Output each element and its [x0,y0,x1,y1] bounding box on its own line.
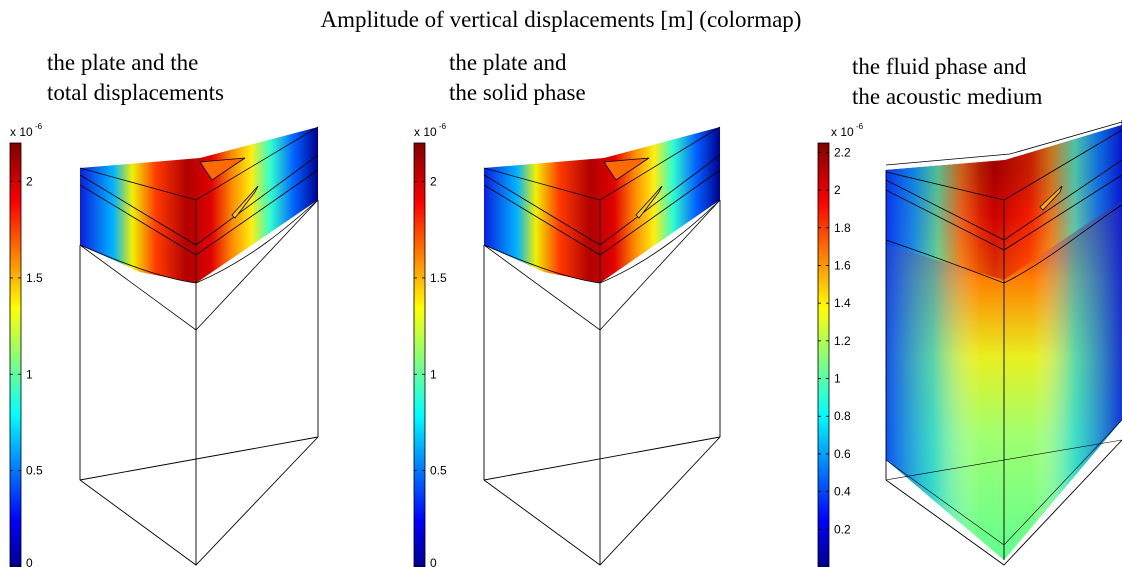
colorbar-tick-label: 0 [430,556,437,567]
plate-surface-2 [484,127,720,283]
colorbar-3: x 10 -6 2.2 2 1.8 1.6 1.4 1.2 1 0.8 0.6 0.4 0.2 [817,122,864,567]
colorbar-tick-label: 0.4 [834,485,851,499]
plate-feature-2 [603,157,650,181]
panel-3-caption: the fluid phase and the acoustic medium [852,52,1042,112]
colorbar-tick-label: 1 [834,372,841,386]
colorbar-tick-label: 2 [834,183,841,197]
colorbar-tick-label: 1.5 [26,271,43,285]
plate-feature-3 [1039,185,1063,211]
colorbar-tick-label: 1.2 [834,334,851,348]
colorbar-1-exponent-power: -6 [35,122,43,131]
colorbar-tick-label: 1.6 [834,258,851,272]
colorbar-tick-label: 2 [26,175,33,189]
plate-feature-1 [199,157,246,181]
colorbar-tick-label: 2.2 [834,145,851,159]
prism-bottom-edges-3 [885,439,1122,566]
colorbar-tick-label: 1.4 [834,296,851,310]
colorbar-tick-label: 0 [26,556,33,567]
prism-2 [483,126,721,566]
colorbar-3-ticks: 2.2 2 1.8 1.6 1.4 1.2 1 0.8 0.6 0.4 0.2 [818,145,851,536]
prism-3 [885,120,1122,566]
colorbar-tick-label: 2 [430,175,437,189]
colorbar-2-gradient [413,142,426,567]
prism-1 [79,126,319,566]
colorbar-3-exponent-base: x 10 [831,125,854,139]
prism-bottom-edges-1 [79,436,319,566]
colorbar-tick-label: 0.5 [430,464,447,478]
colorbar-tick-label: 1.8 [834,221,851,235]
panel-1: x 10 -6 2 1.5 1 0.5 0 [9,122,319,567]
panel-1-caption-line-1: the plate and the [47,50,199,75]
colorbar-tick-label: 1.5 [430,271,447,285]
colorbar-tick-label: 0.2 [834,522,851,536]
colorbar-2-exponent-base: x 10 [414,125,437,139]
panel-2-caption-line-2: the solid phase [449,80,586,105]
panel-1-caption: the plate and the total displacements [47,48,224,108]
colorbar-tick-label: 0.5 [26,464,43,478]
colorbar-tick-label: 0.6 [834,447,851,461]
colorbar-tick-label: 0.8 [834,409,851,423]
colorbar-1-ticks: 2 1.5 1 0.5 0 [10,175,43,567]
panel-1-caption-line-2: total displacements [47,80,224,105]
colorbar-2-exponent-power: -6 [439,122,447,131]
colorbar-1-gradient [9,142,22,567]
panel-2-caption-line-1: the plate and [449,50,567,75]
colorbar-1-exponent-base: x 10 [10,125,33,139]
figure-title: Amplitude of vertical displacements [m] … [320,7,802,32]
panel-2: x 10 -6 2 1.5 1 0.5 0 [413,122,721,567]
colorbar-tick-label: 1 [430,367,437,381]
plate-surface-1 [80,127,318,283]
colorbar-3-exponent-power: -6 [856,122,864,131]
colorbar-1: x 10 -6 2 1.5 1 0.5 0 [9,122,43,567]
panel-3-caption-line-2: the acoustic medium [852,84,1043,109]
colorbar-3-gradient [817,142,830,567]
colorbar-tick-label: 1 [26,367,33,381]
panel-3-caption-line-1: the fluid phase and [852,54,1027,79]
colorbar-2-ticks: 2 1.5 1 0.5 0 [414,175,447,567]
colorbar-2: x 10 -6 2 1.5 1 0.5 0 [413,122,447,567]
prism-bottom-edges-2 [483,436,721,566]
panel-3: x 10 -6 2.2 2 1.8 1.6 1.4 1.2 1 0.8 0.6 0.4 0.2 [817,120,1122,567]
panel-2-caption: the plate and the solid phase [449,48,586,108]
